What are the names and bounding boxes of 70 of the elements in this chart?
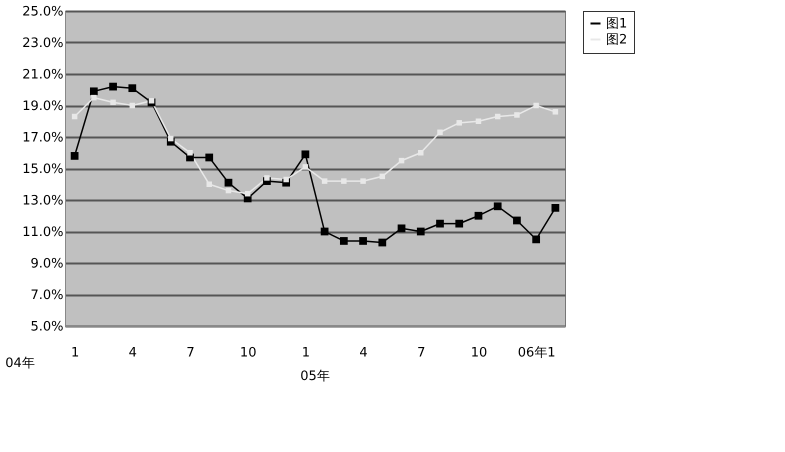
point	[226, 188, 232, 194]
y-tick-label: 17.0%	[22, 130, 64, 146]
point	[494, 202, 502, 210]
point	[552, 109, 558, 115]
point	[70, 152, 78, 160]
point	[72, 114, 78, 120]
point	[302, 164, 308, 170]
point	[110, 100, 116, 106]
point	[206, 182, 212, 187]
point	[416, 228, 425, 236]
x-tick-label: 4	[359, 346, 368, 360]
point	[320, 228, 328, 236]
point	[533, 102, 539, 108]
y-tick-label: 11.0%	[22, 225, 64, 240]
point	[130, 102, 136, 108]
point	[302, 150, 310, 158]
point	[341, 178, 347, 184]
point	[378, 238, 386, 246]
point	[513, 216, 521, 224]
point	[552, 204, 560, 212]
point	[128, 84, 136, 92]
point	[398, 158, 404, 164]
x-tick-label: 10	[240, 346, 256, 360]
point	[418, 150, 424, 156]
point	[436, 220, 444, 228]
point	[398, 224, 406, 232]
x-tick-label: 7	[417, 346, 426, 360]
x-tick-label: 1	[302, 346, 310, 360]
point	[109, 82, 117, 90]
point	[359, 237, 367, 245]
point	[168, 136, 174, 142]
point	[322, 178, 328, 184]
y-tick-label: 9.0%	[30, 256, 64, 272]
x-tick-label: 4	[128, 346, 137, 360]
text: 05年	[300, 369, 330, 384]
point	[494, 114, 500, 120]
point	[264, 175, 270, 181]
x-tick-label: 1	[70, 346, 80, 360]
x-tick-label: 7	[186, 346, 195, 360]
y-tick-label: 21.0%	[22, 68, 64, 82]
point	[437, 130, 443, 136]
point	[283, 176, 289, 182]
point	[187, 150, 193, 156]
point	[474, 212, 482, 220]
point	[224, 178, 232, 187]
point	[456, 120, 462, 126]
point	[91, 94, 97, 100]
legend-label: 图2	[606, 32, 628, 48]
point	[514, 112, 520, 118]
x-tick-label: 06年1	[518, 346, 556, 360]
point	[532, 236, 540, 244]
point	[244, 190, 250, 196]
y-tick-label: 25.0%	[22, 4, 64, 20]
x-tick-label: 10	[470, 346, 488, 360]
point	[340, 237, 348, 245]
point	[360, 178, 366, 184]
point	[148, 98, 154, 104]
point	[455, 220, 464, 228]
point	[205, 154, 214, 162]
y-tick-label: 13.0%	[22, 194, 64, 208]
y-tick-label: 15.0%	[22, 162, 64, 177]
y-tick-label: 19.0%	[22, 99, 64, 114]
y-tick-label: 7.0%	[30, 288, 64, 303]
y-tick-label: 5.0%	[30, 320, 64, 334]
point	[90, 87, 98, 96]
legend-label: 图1	[606, 16, 628, 32]
point	[476, 118, 482, 124]
y-tick-label: 23.0%	[22, 36, 64, 51]
text: 04年	[5, 356, 35, 371]
point	[380, 174, 386, 180]
